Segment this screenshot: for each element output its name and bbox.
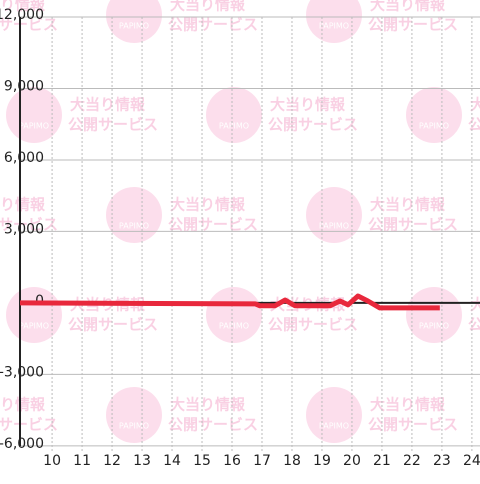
y-tick-label: -6,000: [0, 436, 44, 452]
watermark-text: 大当り情報: [370, 196, 446, 214]
watermark-text: 公開サービス: [468, 316, 480, 334]
x-tick-label: 15: [193, 453, 211, 469]
watermark-logo-text: PAPIMO: [219, 322, 249, 331]
watermark-logo-text: PAPIMO: [119, 22, 149, 31]
x-tick-label: 24: [463, 453, 480, 469]
watermark-text: 公開サービス: [0, 16, 58, 34]
x-tick-label: 16: [223, 453, 241, 469]
watermark-logo-text: PAPIMO: [319, 22, 349, 31]
watermark-text: 大当り情報: [0, 196, 46, 214]
y-tick-label: 9,000: [4, 78, 44, 94]
y-tick-label: 12,000: [0, 7, 44, 23]
watermark-logo: [206, 87, 262, 143]
x-tick-label: 23: [433, 453, 451, 469]
watermark-logo: [106, 387, 162, 443]
watermark-text: 大当り情報: [470, 296, 480, 314]
watermark-logo-text: PAPIMO: [119, 422, 149, 431]
watermark-logo: [6, 87, 62, 143]
watermark-logo-text: PAPIMO: [19, 122, 49, 131]
watermark-logo-text: PAPIMO: [419, 322, 449, 331]
watermark-text: 大当り情報: [370, 396, 446, 414]
watermark-logo-text: PAPIMO: [219, 122, 249, 131]
watermark-text: 公開サービス: [168, 16, 258, 34]
watermark-text: 公開サービス: [368, 16, 458, 34]
watermark-text: 公開サービス: [0, 416, 58, 434]
x-tick-label: 14: [163, 453, 181, 469]
watermark-text: 大当り情報: [170, 396, 246, 414]
y-tick-label: 6,000: [4, 150, 44, 166]
watermark-logo-text: PAPIMO: [319, 222, 349, 231]
watermark-text: 公開サービス: [0, 216, 58, 234]
series-line: [19, 293, 440, 311]
x-tick-label: 21: [373, 453, 391, 469]
x-tick-label: 18: [283, 453, 301, 469]
x-tick-label: 13: [133, 453, 151, 469]
watermark-logo: [306, 387, 362, 443]
watermark-logo-text: PAPIMO: [419, 122, 449, 131]
watermark-logo-text: PAPIMO: [319, 422, 349, 431]
watermark-logo: [206, 287, 262, 343]
watermark-logo: [6, 287, 62, 343]
watermark-logo-text: PAPIMO: [19, 322, 49, 331]
watermark-logo: [306, 0, 362, 43]
watermark-text: 公開サービス: [268, 116, 358, 134]
x-tick-label: 17: [253, 453, 271, 469]
watermark-logo: [406, 87, 462, 143]
watermark-text: 大当り情報: [370, 0, 446, 14]
watermark-text: 公開サービス: [268, 316, 358, 334]
x-tick-label: 11: [73, 453, 91, 469]
y-tick-label: 3,000: [4, 221, 44, 237]
y-tick-label: -3,000: [0, 364, 44, 380]
watermark-text: 公開サービス: [368, 416, 458, 434]
watermark-text: 公開サービス: [168, 216, 258, 234]
watermark-text: 大当り情報: [170, 196, 246, 214]
watermark-text: 大当り情報: [470, 96, 480, 114]
x-tick-label: 20: [343, 453, 361, 469]
watermark-logo-text: PAPIMO: [119, 222, 149, 231]
watermark-text: 公開サービス: [68, 316, 158, 334]
x-tick-label: 12: [103, 453, 121, 469]
watermark-text: 大当り情報: [270, 96, 346, 114]
watermark-text: 大当り情報: [170, 0, 246, 14]
x-tick-label: 10: [43, 453, 61, 469]
watermark-text: 大当り情報: [0, 0, 46, 14]
watermark-logo: [106, 187, 162, 243]
x-tick-label: 19: [313, 453, 331, 469]
watermark-logo: [106, 0, 162, 43]
watermark-text: 公開サービス: [468, 116, 480, 134]
watermark-text: 公開サービス: [68, 116, 158, 134]
watermark-text: 大当り情報: [70, 96, 146, 114]
x-tick-label: 22: [403, 453, 421, 469]
watermark-logo: [406, 287, 462, 343]
watermark-text: 公開サービス: [168, 416, 258, 434]
watermark-logo: [306, 187, 362, 243]
watermark-text: 大当り情報: [0, 396, 46, 414]
watermark: PAPIMO大当り情報公開サービスPAPIMO大当り情報公開サービスPAPIMO…: [0, 0, 480, 443]
watermark-text: 公開サービス: [368, 216, 458, 234]
